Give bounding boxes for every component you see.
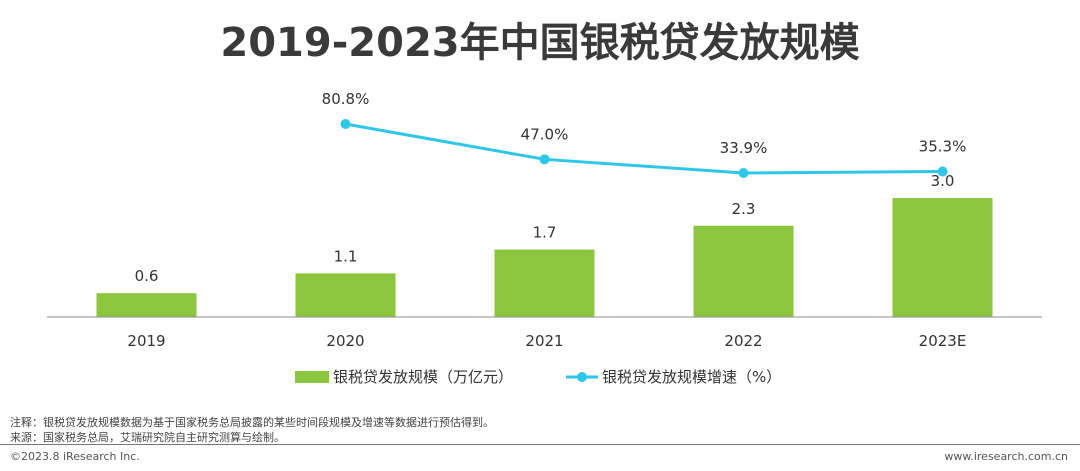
legend-bar-swatch [295, 371, 329, 383]
x-tick-2023E: 2023E [919, 332, 967, 350]
growth-point-2023E [937, 166, 948, 177]
bar-2020 [295, 273, 396, 317]
growth-label-2020: 80.8% [322, 90, 370, 108]
bar-label-2019: 0.6 [135, 267, 159, 285]
bar-label-2020: 1.1 [334, 247, 358, 265]
growth-label-2022: 33.9% [720, 139, 768, 157]
bar-label-2023E: 3.0 [931, 172, 955, 190]
copyright: ©2023.8 iResearch Inc. [10, 450, 140, 463]
bar-label-2022: 2.3 [732, 200, 756, 218]
growth-point-2021 [539, 154, 550, 165]
x-tick-2021: 2021 [525, 332, 563, 350]
bar-2022 [693, 225, 794, 317]
legend-bar-label: 银税贷发放规模（万亿元） [333, 368, 513, 386]
bar-label-2021: 1.7 [533, 224, 557, 242]
x-tick-2022: 2022 [724, 332, 762, 350]
chart-source: 来源：国家税务总局，艾瑞研究院自主研究测算与绘制。 [10, 431, 285, 444]
x-tick-2019: 2019 [127, 332, 165, 350]
growth-label-2023E: 35.3% [919, 138, 967, 156]
website-link[interactable]: www.iresearch.com.cn [944, 450, 1068, 463]
bar-2019 [96, 293, 197, 317]
growth-line [345, 122, 943, 175]
chart-title: 2019-2023年中国银税贷发放规模 [220, 20, 860, 66]
legend-line-marker [577, 372, 587, 382]
footer-divider [0, 444, 1080, 445]
chart-note: 注释：银税贷发放规模数据为基于国家税务总局披露的某些时间段规模及增速等数据进行预… [10, 416, 494, 429]
bar-2023E [892, 198, 993, 317]
bar-2021 [494, 249, 595, 317]
growth-point-2020 [340, 119, 351, 129]
growth-label-2021: 47.0% [521, 125, 569, 143]
chart-area: 0.6 2019 1.1 2020 1.7 2021 2.3 2022 3.0 2023E 80.8… [47, 90, 1042, 386]
growth-point-2022 [738, 168, 749, 178]
x-tick-2020: 2020 [326, 332, 364, 350]
legend-line-label: 银税贷发放规模增速（%） [602, 368, 781, 386]
